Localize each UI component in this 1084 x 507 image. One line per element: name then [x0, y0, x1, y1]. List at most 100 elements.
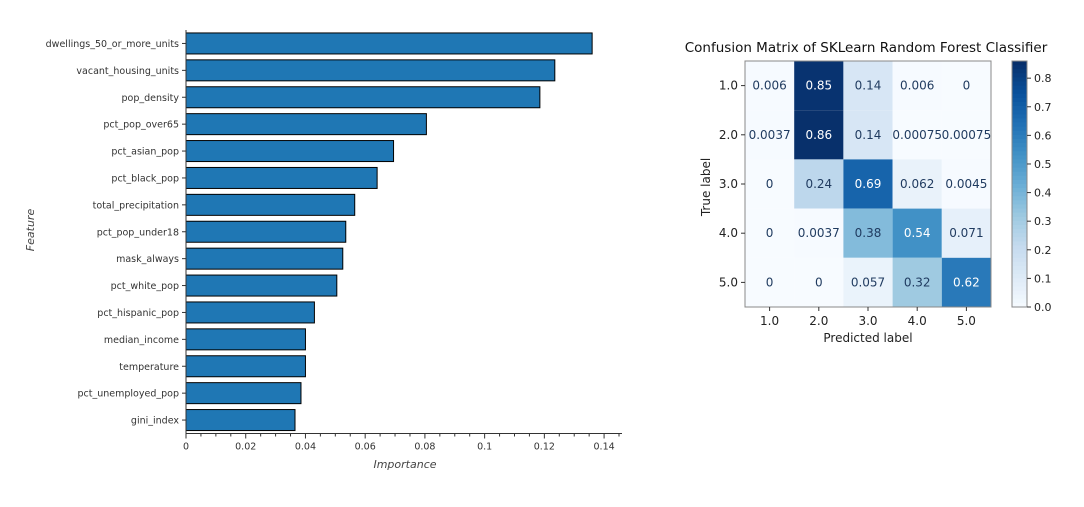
- colorbar-segment: [1012, 97, 1027, 103]
- colorbar-segment: [1012, 261, 1027, 267]
- feature-tick-label: mask_always: [116, 254, 179, 265]
- confusion-cell: [941, 208, 991, 258]
- colorbar-segment: [1012, 204, 1027, 210]
- colorbar-segment: [1012, 159, 1027, 165]
- colorbar-segment: [1012, 302, 1027, 308]
- feature-bar: [185, 301, 315, 324]
- colorbar-segment: [1012, 184, 1027, 189]
- confusion-cell-value: 0: [766, 275, 774, 289]
- importance-tick-label: 0.02: [235, 442, 256, 453]
- feature-bar: [185, 355, 306, 378]
- confusion-cell: [941, 61, 991, 111]
- confusion-cell-value: 0: [815, 275, 823, 289]
- colorbar-tick-label: 0.0: [1034, 301, 1052, 314]
- colorbar-segment: [1012, 257, 1027, 263]
- true-label-tick: 3.0: [719, 177, 738, 191]
- colorbar-segment: [1012, 126, 1027, 132]
- confusion-cell: [892, 208, 942, 258]
- colorbar-segment: [1012, 196, 1027, 201]
- confusion-cell-value: 0.32: [904, 275, 931, 289]
- predicted-label-tick: 4.0: [908, 314, 927, 328]
- confusion-cell: [745, 208, 795, 258]
- confusion-cell-value: 0.85: [805, 79, 832, 93]
- confusion-cell-value: 0.006: [900, 79, 934, 93]
- feature-tick-label: vacant_housing_units: [76, 66, 179, 77]
- colorbar-segment: [1012, 110, 1027, 115]
- colorbar-segment: [1012, 245, 1027, 251]
- colorbar-segment: [1012, 225, 1027, 230]
- confusion-cell-value: 0.24: [805, 177, 832, 191]
- confusion-cell: [941, 110, 991, 160]
- confusion-cell: [892, 110, 942, 160]
- feature-tick-label: pct_pop_under18: [97, 227, 179, 238]
- colorbar-segment: [1012, 294, 1027, 300]
- feature-bar: [185, 247, 344, 270]
- confusion-cell-value: 0.006: [752, 79, 786, 93]
- confusion-cell: [745, 110, 795, 160]
- importance-axis-label: Importance: [373, 458, 436, 471]
- importance-tick-label: 0.1: [477, 442, 492, 453]
- confusion-cell: [745, 257, 795, 307]
- colorbar-segment: [1012, 286, 1027, 292]
- colorbar-segment: [1012, 270, 1027, 275]
- colorbar-segment: [1012, 151, 1027, 156]
- colorbar-segment: [1012, 237, 1027, 242]
- importance-axis-ticks: 0 0.02 0.04 0.06 0.08 0.1 0.12 0.14: [183, 433, 620, 453]
- colorbar-segment: [1012, 89, 1027, 95]
- feature-bars: [185, 32, 593, 432]
- confusion-axes: 1.0 2.0 3.0 4.0 5.0 1.0 2.0 3.0 4.0 5.0: [719, 60, 992, 328]
- true-label-tick: 4.0: [719, 226, 738, 240]
- feature-tick-label: pct_black_pop: [111, 173, 179, 184]
- colorbar-segment: [1012, 77, 1027, 83]
- importance-tick-label: 0: [183, 442, 189, 453]
- colorbar-segment: [1012, 114, 1027, 119]
- colorbar-segment: [1012, 179, 1027, 185]
- colorbar-segment: [1012, 278, 1027, 283]
- predicted-label-axis: Predicted label: [823, 331, 912, 345]
- colorbar-tick-label: 0.7: [1034, 101, 1052, 114]
- feature-bar: [185, 113, 427, 136]
- true-label-tick: 1.0: [719, 79, 738, 93]
- feature-tick-label: pct_unemployed_pop: [78, 389, 179, 400]
- feature-axis-label: Feature: [24, 209, 37, 252]
- feature-bar: [185, 166, 378, 189]
- predicted-label-tick: 3.0: [858, 314, 877, 328]
- colorbar-segment: [1012, 106, 1027, 111]
- colorbar-tick-label: 0.4: [1034, 187, 1052, 200]
- confusion-cell: [941, 159, 991, 209]
- colorbar-segment: [1012, 93, 1027, 99]
- colorbar-segment: [1012, 233, 1027, 238]
- feature-tick-label: gini_index: [131, 416, 179, 427]
- colorbar-tick-label: 0.2: [1034, 244, 1052, 257]
- colorbar-segment: [1012, 212, 1027, 218]
- importance-tick-label: 0.14: [594, 442, 615, 453]
- confusion-cell: [843, 208, 893, 258]
- colorbar-tick-label: 0.1: [1034, 272, 1052, 285]
- colorbar-segment: [1012, 220, 1027, 226]
- feature-tick-label: pct_white_pop: [111, 281, 179, 292]
- confusion-cell: [843, 159, 893, 209]
- confusion-cell-value: 0.0045: [945, 177, 987, 191]
- feature-bar: [185, 193, 356, 216]
- feature-category-labels: dwellings_50_or_more_units vacant_housing…: [46, 39, 180, 427]
- importance-tick-label: 0.06: [355, 442, 376, 453]
- colorbar-segment: [1012, 229, 1027, 234]
- confusion-cell-value: 0.0037: [798, 226, 840, 240]
- colorbar-segment: [1012, 290, 1027, 296]
- colorbar-segment: [1012, 241, 1027, 247]
- confusion-cell-value: 0: [963, 79, 971, 93]
- confusion-cell: [843, 61, 893, 111]
- confusion-cell: [794, 61, 844, 111]
- feature-tick-label: median_income: [104, 335, 179, 346]
- predicted-label-tick: 2.0: [809, 314, 828, 328]
- colorbar-frame: [1011, 60, 1028, 308]
- colorbar-segment: [1012, 138, 1027, 144]
- confusion-cell: [892, 159, 942, 209]
- colorbar-segment: [1012, 249, 1027, 255]
- confusion-cell-value: 0.54: [904, 226, 931, 240]
- importance-tick-label: 0.08: [414, 442, 435, 453]
- confusion-cell-value: 0: [766, 226, 774, 240]
- confusion-cell: [892, 61, 942, 111]
- feature-bar: [185, 59, 556, 82]
- colorbar-segment: [1012, 134, 1027, 140]
